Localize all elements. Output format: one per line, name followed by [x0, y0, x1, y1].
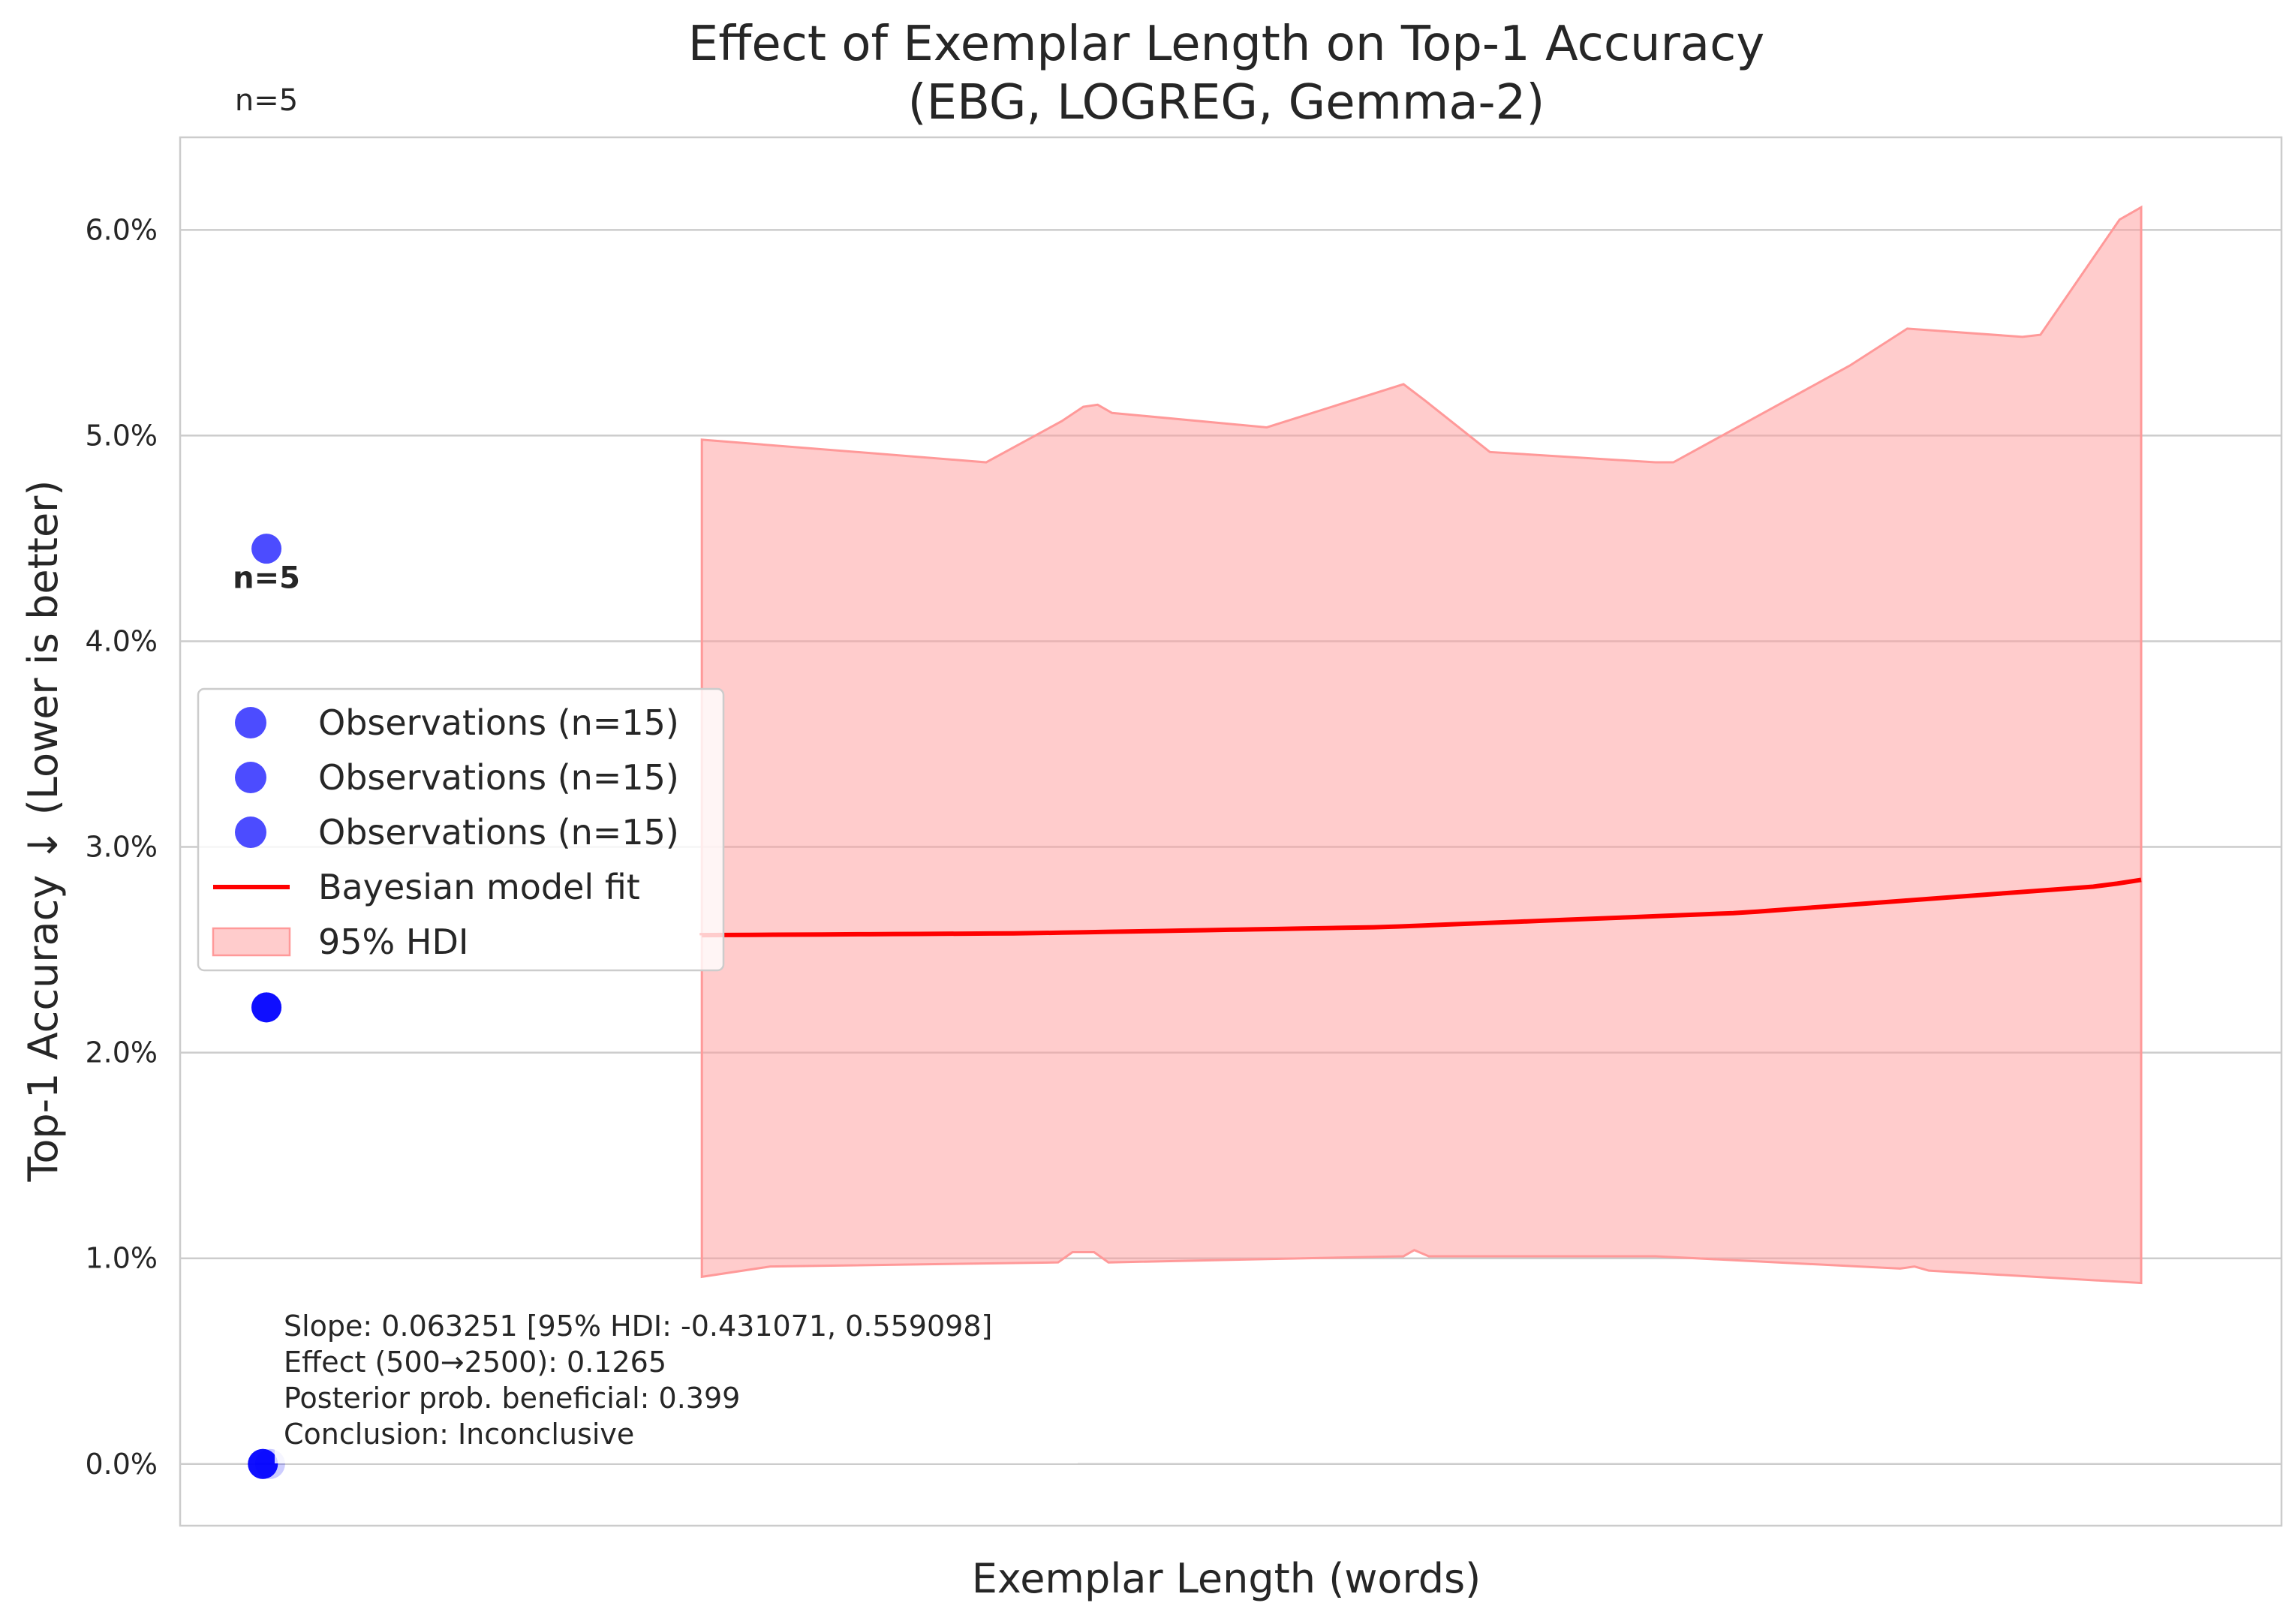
legend-label: Observations (n=15): [318, 812, 679, 853]
annotation-line: Slope: 0.063251 [95% HDI: -0.431071, 0.5…: [284, 1310, 992, 1343]
legend-label: Observations (n=15): [318, 702, 679, 743]
legend-box: [197, 687, 725, 972]
y-axis-label: Top-1 Accuracy ↓ (Lower is better): [20, 480, 67, 1183]
bayesian-fit-line: [699, 877, 2142, 938]
point-labels: n=5 n=5: [233, 83, 300, 596]
legend-entry: Observations (n=15): [235, 812, 679, 853]
annotation-box: [275, 1307, 1078, 1463]
y-tick-label: 4.0%: [85, 624, 158, 657]
point-count-label: n=5: [235, 83, 298, 118]
y-tick-labels: 0.0% 1.0% 2.0% 3.0% 4.0% 5.0% 6.0%: [85, 213, 158, 1480]
y-tick-label: 1.0%: [85, 1242, 158, 1275]
legend: Observations (n=15) Observations (n=15) Ob…: [197, 687, 725, 972]
y-tick-label: 2.0%: [85, 1036, 158, 1069]
y-tick-label: 0.0%: [85, 1448, 158, 1481]
legend-marker-dot: [235, 707, 266, 738]
y-tick-label: 5.0%: [85, 419, 158, 452]
x-axis-label: Exemplar Length (words): [972, 1555, 1481, 1602]
plot-frame: [179, 136, 2283, 1527]
stats-annotation: Slope: 0.063251 [95% HDI: -0.431071, 0.5…: [275, 1307, 1078, 1463]
annotation-line: Posterior prob. beneficial: 0.399: [284, 1382, 740, 1415]
y-tick-label: 6.0%: [85, 213, 158, 246]
legend-label: 95% HDI: [318, 922, 468, 962]
legend-entry: Observations (n=15): [235, 702, 679, 743]
legend-marker-dot: [235, 762, 266, 793]
hdi-band-layer: [700, 205, 2143, 1285]
observation-point-overlap: [248, 1448, 278, 1479]
point-count-label: n=5: [233, 561, 300, 596]
hdi-band: [700, 205, 2143, 1285]
fit-line-layer: [699, 877, 2142, 938]
legend-entry: Observations (n=15): [235, 757, 679, 798]
annotation-line: Effect (500→2500): 0.1265: [284, 1346, 666, 1379]
legend-entry: Bayesian model fit: [213, 867, 640, 907]
annotation-line: Conclusion: Inconclusive: [284, 1418, 634, 1451]
legend-label: Bayesian model fit: [318, 867, 640, 907]
y-tick-label: 3.0%: [85, 831, 158, 864]
legend-marker-patch: [212, 927, 291, 957]
observation-point: [251, 534, 282, 564]
observation-point-overlap: [251, 992, 282, 1023]
chart-title: Effect of Exemplar Length on Top-1 Accur…: [688, 17, 1764, 72]
legend-marker-dot: [235, 817, 266, 848]
observation-points: [248, 534, 285, 1479]
chart-subtitle: (EBG, LOGREG, Gemma-2): [908, 75, 1545, 131]
legend-label: Observations (n=15): [318, 757, 679, 798]
legend-entry: 95% HDI: [212, 922, 468, 962]
